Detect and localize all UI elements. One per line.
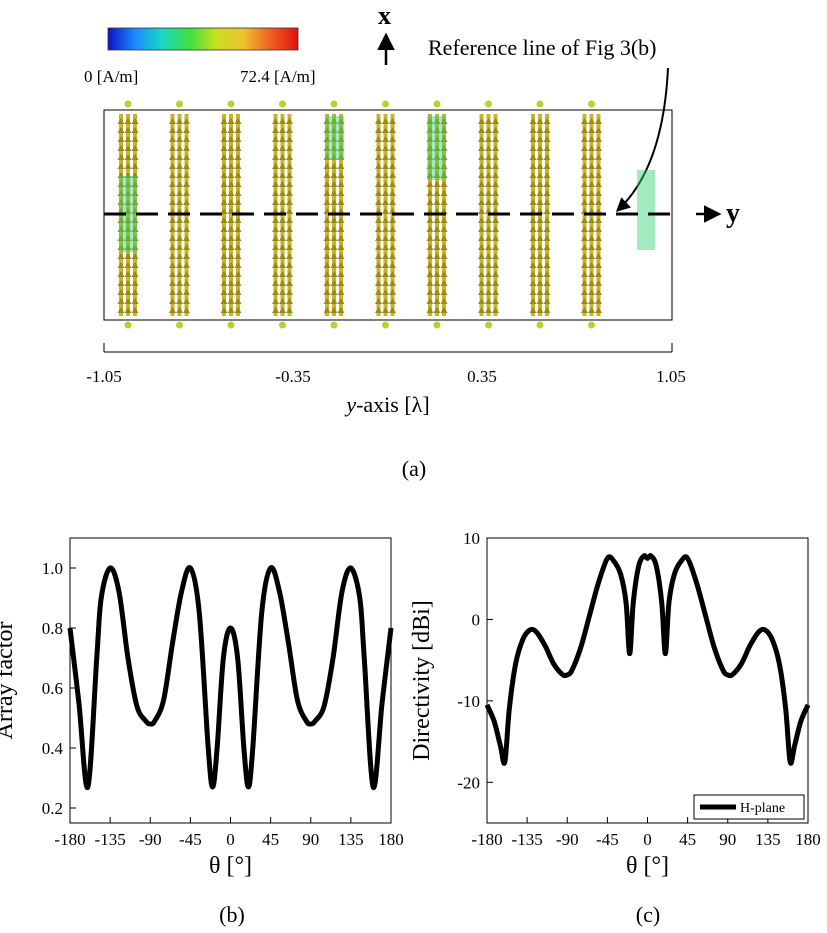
y-axis-label: Array factor: [0, 622, 18, 740]
y-axis-letter: y: [726, 198, 740, 229]
x-tick-label: -180: [54, 830, 85, 849]
y-tick-label: 0.8: [42, 619, 63, 638]
y-tick-label: -20: [457, 773, 480, 792]
x-axis-label: θ [°]: [626, 853, 669, 879]
x-tick-label: 45: [262, 830, 279, 849]
y-tick-label: 0.2: [42, 799, 63, 818]
y-axis-label: Directivity [dBi]: [409, 600, 435, 761]
figure-a: 0 [A/m] 72.4 [A/m] x Reference line of F…: [84, 1, 740, 481]
x-tick-label: 0: [643, 830, 652, 849]
x-tick-label: 180: [795, 830, 821, 849]
legend-label: H-plane: [740, 801, 785, 816]
x-tick-label: -90: [556, 830, 579, 849]
current-strip: [323, 100, 345, 329]
y-tick-label: 10: [463, 529, 480, 548]
x-tick-label: 90: [302, 830, 319, 849]
ruler-tick-label: -0.35: [275, 367, 310, 386]
plot-frame: [486, 537, 809, 824]
x-tick-label: -45: [179, 830, 202, 849]
current-strip: [220, 100, 242, 329]
x-axis-letter: x: [378, 1, 391, 30]
x-tick-label: -90: [139, 830, 162, 849]
caption-b: (b): [219, 902, 245, 927]
array-factor-plot: -180 -135 -90 -45 0 45 90 135 180 0.2 0.4 0.6 0.8 1.0…: [0, 537, 404, 879]
y-tick-label: 0.6: [42, 679, 63, 698]
series-line: [67, 565, 394, 790]
reference-annotation: Reference line of Fig 3(b): [428, 35, 656, 60]
x-tick-label: 90: [719, 830, 736, 849]
current-strips: [117, 100, 655, 329]
caption-a: (a): [402, 456, 426, 481]
figure-a-xlabel: y-axis [λ]: [344, 392, 429, 417]
figure-c: -180 -135 -90 -45 0 45 90 135 180 -20 -10 0 10 H-plan…: [409, 529, 821, 927]
directivity-plot: -180 -135 -90 -45 0 45 90 135 180 -20 -10 0 10 H-plan…: [409, 529, 821, 879]
current-strip: [529, 100, 551, 329]
y-axis-ruler: -1.05 -0.35 0.35 1.05: [86, 343, 686, 386]
y-tick-label: -10: [457, 692, 480, 711]
x-tick-label: 0: [226, 830, 235, 849]
y-tick-label: 0: [472, 610, 481, 629]
colorbar-max-label: 72.4 [A/m]: [240, 67, 316, 86]
series-line: [484, 553, 811, 766]
x-tick-label: -135: [512, 830, 543, 849]
ruler-tick-label: -1.05: [86, 367, 121, 386]
caption-c: (c): [636, 902, 660, 927]
annotation-arrow: [615, 67, 669, 212]
y-tick-label: 0.4: [42, 739, 64, 758]
current-strip: [117, 100, 139, 329]
x-axis-label: θ [°]: [209, 853, 252, 879]
y-tick-label: 1.0: [42, 559, 63, 578]
x-tick-label: -135: [95, 830, 126, 849]
x-tick-label: -45: [596, 830, 619, 849]
colorbar: [107, 27, 299, 51]
x-tick-label: 45: [679, 830, 696, 849]
figure-b: -180 -135 -90 -45 0 45 90 135 180 0.2 0.4 0.6 0.8 1.0…: [0, 537, 404, 927]
x-tick-label: -180: [471, 830, 502, 849]
x-tick-label: 180: [378, 830, 404, 849]
ruler-tick-label: 1.05: [656, 367, 686, 386]
colorbar-min-label: 0 [A/m]: [84, 67, 138, 86]
x-tick-label: 135: [755, 830, 781, 849]
x-tick-label: 135: [338, 830, 364, 849]
ruler-tick-label: 0.35: [467, 367, 497, 386]
